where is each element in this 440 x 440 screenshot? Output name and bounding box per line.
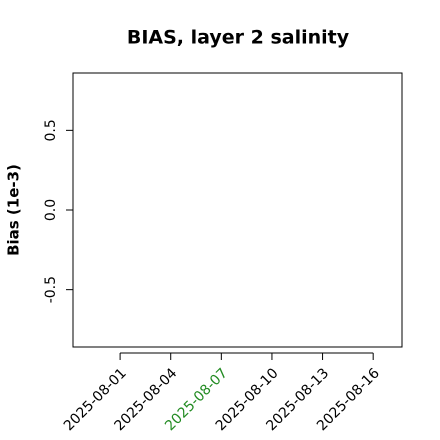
y-axis-label: Bias (1e-3) (5, 164, 23, 256)
plot-frame (72, 72, 403, 348)
y-tick-label: -0.5 (43, 276, 59, 303)
y-tick-label: 0.5 (43, 119, 59, 141)
chart-title: BIAS, layer 2 salinity (127, 27, 350, 49)
y-tick-label: 0.0 (43, 199, 59, 221)
